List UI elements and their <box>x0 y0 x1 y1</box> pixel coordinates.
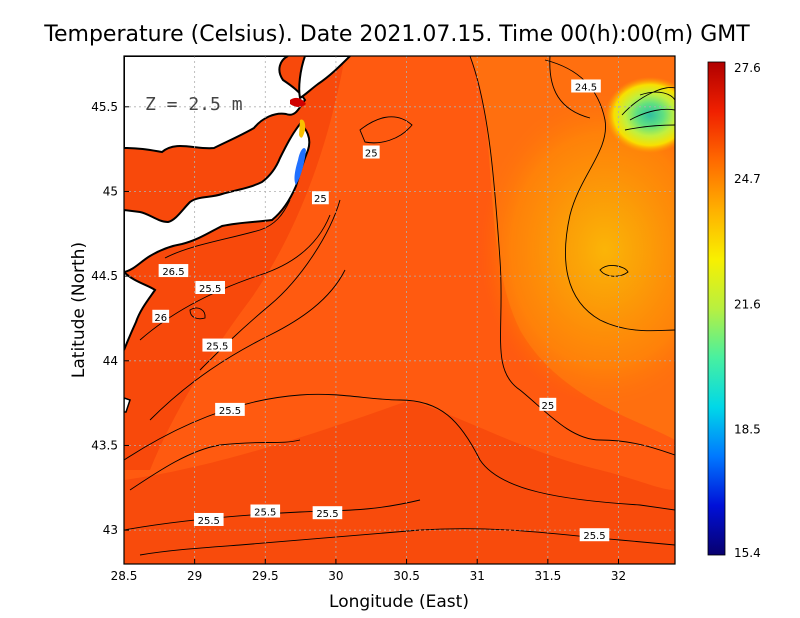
plot-frame <box>123 55 676 565</box>
contour-label-text: 25.5 <box>206 342 228 353</box>
colorbar-tick-label: 21.6 <box>734 297 761 311</box>
contour-line <box>621 87 675 131</box>
x-tick-label: 30 <box>328 569 343 583</box>
contour-label-box <box>250 504 281 518</box>
contour-label-text: 25 <box>541 401 554 412</box>
coastal-hotspot <box>290 97 306 107</box>
depth-label: Z = 2.5 m <box>145 94 243 115</box>
x-axis-ticks: 28.5 29 29.5 30 30.5 31 31.5 32 <box>111 559 626 583</box>
contour-line <box>139 214 331 341</box>
contour-label: 25.5 <box>202 338 233 353</box>
y-tick-label: 44.5 <box>91 269 118 283</box>
northern-coast-land <box>124 56 307 154</box>
lagoon-cold-patch <box>294 148 306 185</box>
colorbar-tick-label: 24.7 <box>734 172 761 186</box>
southern-warm-band <box>124 400 675 564</box>
contour-line <box>469 56 675 456</box>
x-tick-label: 31.5 <box>534 569 561 583</box>
colorbar-tick-label: 15.4 <box>734 546 761 560</box>
contour-label-box <box>312 506 343 520</box>
contour-label: 25.5 <box>215 402 245 417</box>
contour-line <box>164 199 291 259</box>
y-tick-label: 44 <box>103 354 118 368</box>
contour-label-box <box>193 512 224 526</box>
contour-label-text: 26.5 <box>162 267 184 278</box>
contour-label-text: 24.5 <box>575 82 597 93</box>
contour-label-text: 26 <box>154 313 167 324</box>
contour-line <box>544 59 675 332</box>
contour-label: 25.5 <box>195 280 225 295</box>
contour-label-text: 25.5 <box>254 508 276 519</box>
x-axis-title: Longitude (East) <box>329 592 469 612</box>
contour-label-box <box>152 309 170 323</box>
y-tick-label: 45.5 <box>91 100 118 114</box>
y-tick-label: 45 <box>103 184 118 198</box>
contour-lines <box>124 56 675 556</box>
contour-label-box <box>579 528 610 542</box>
contour-line <box>549 56 591 119</box>
y-tick-label: 43 <box>103 523 118 537</box>
contour-label-text: 25.5 <box>219 406 241 417</box>
contour-label: 25.5 <box>579 528 610 542</box>
contour-line <box>149 269 346 421</box>
contour-line <box>359 116 413 144</box>
contour-label: 25 <box>362 145 380 160</box>
contour-label-box <box>215 402 245 416</box>
x-tick-label: 31 <box>470 569 485 583</box>
y-axis-ticks: 43 43.5 44 44.5 45 45.5 <box>91 100 129 537</box>
contour-label-box <box>158 264 189 278</box>
eastern-cool-band <box>470 56 675 440</box>
contour-label-box <box>539 397 557 411</box>
contour-line <box>599 265 629 277</box>
contour-label: 25.5 <box>312 506 343 520</box>
x-tick-label: 29 <box>187 569 202 583</box>
contour-label-box <box>311 191 329 205</box>
coastal-strip-land <box>124 270 157 351</box>
contour-label: 25.5 <box>250 504 281 519</box>
isthmus-land <box>298 56 352 100</box>
coast-fragment-land <box>124 397 131 413</box>
y-axis-title: Latitude (North) <box>69 242 89 378</box>
lagoon-yellow-patch <box>299 119 306 138</box>
x-tick-label: 28.5 <box>111 569 138 583</box>
cool-pool-region <box>480 95 675 405</box>
x-tick-label: 30.5 <box>393 569 420 583</box>
contour-label: 26 <box>152 309 170 324</box>
colorbar-tick-label: 27.6 <box>734 61 761 75</box>
contour-label: 26.5 <box>158 264 189 278</box>
contour-label-text: 25.5 <box>583 531 605 542</box>
contour-label-box <box>362 145 380 159</box>
contour-label-layer: 24.5 25 25 26.5 25.5 26 25.5 25.5 25 25.5 25.5 25.5… <box>152 79 610 542</box>
map-area: 24.5 25 25 26.5 25.5 26 25.5 25.5 25 25.5 25.5 25.5… <box>124 56 675 564</box>
contour-line <box>139 528 675 556</box>
y-tick-label: 43.5 <box>91 438 118 452</box>
contour-label-box <box>195 280 225 294</box>
colorbar-labels: 27.6 24.7 21.6 18.5 15.4 <box>734 61 761 560</box>
contour-line <box>189 307 206 320</box>
western-coast-land <box>124 122 311 274</box>
map-title: Temperature (Celsius). Date 2021.07.15. … <box>43 22 750 47</box>
contour-label-text: 25.5 <box>316 509 338 520</box>
colorbar-tick-label: 18.5 <box>734 423 761 437</box>
contour-label: 25 <box>539 397 557 412</box>
contour-label-text: 25.5 <box>198 516 220 527</box>
contour-label-text: 25 <box>365 149 378 160</box>
contour-label: 25.5 <box>193 512 224 527</box>
contour-label-box <box>571 79 601 93</box>
x-tick-label: 29.5 <box>252 569 279 583</box>
contour-label-text: 25.5 <box>199 284 221 295</box>
contour-line <box>124 499 421 531</box>
grid-lines <box>124 56 675 564</box>
contour-label: 24.5 <box>571 79 601 93</box>
contour-line <box>129 439 301 491</box>
contour-label-box <box>202 338 233 352</box>
contour-label-text: 25 <box>314 194 327 205</box>
x-tick-label: 32 <box>611 569 626 583</box>
colorbar <box>707 61 726 556</box>
contour-label: 25 <box>311 191 329 205</box>
